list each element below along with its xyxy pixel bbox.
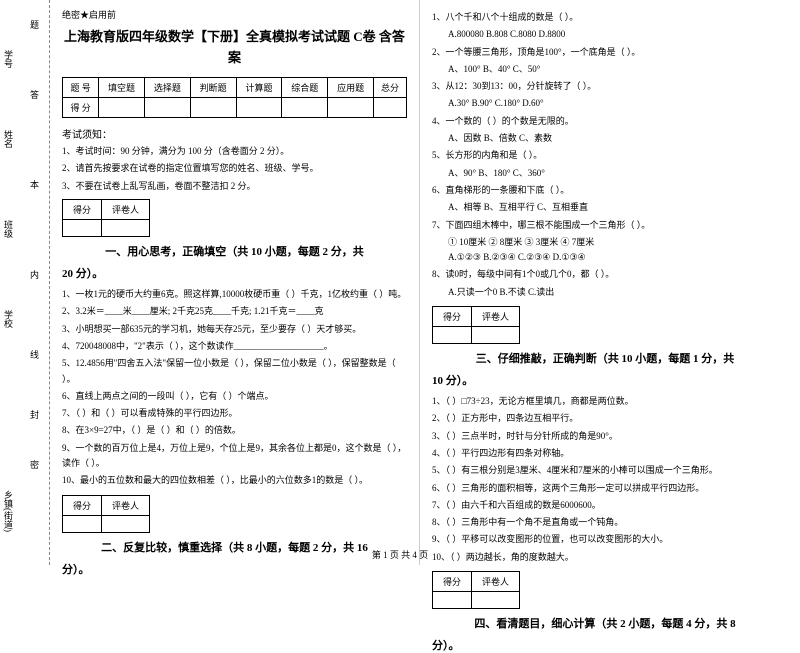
grader-name: 评卷人 bbox=[472, 572, 520, 592]
secret-label: 绝密★启用前 bbox=[62, 8, 407, 21]
notice-item: 2、请首先按要求在试卷的指定位置填写您的姓名、班级、学号。 bbox=[62, 162, 407, 176]
grader-box: 得分评卷人 bbox=[62, 199, 150, 237]
q: 6、（ ）三角形的面积相等，这两个三角形一定可以拼成平行四边形。 bbox=[432, 481, 778, 496]
q: 5、12.4856用"四舍五入法"保留一位小数是（ ），保留二位小数是（ ），保… bbox=[62, 356, 407, 387]
th: 应用题 bbox=[328, 77, 374, 97]
q: 9、一个数的百万位上是4，万位上是9，个位上是9，其余各位上都是0，这个数是（ … bbox=[62, 441, 407, 472]
grader-box: 得分评卷人 bbox=[432, 571, 520, 609]
section-3-header: 三、仔细推敲，正确判断（共 10 小题，每题 1 分，共 bbox=[432, 350, 778, 366]
grader-score: 得分 bbox=[433, 307, 472, 327]
opts: ① 10厘米 ② 8厘米 ③ 3厘米 ④ 7厘米 A.①②③ B.②③④ C.②… bbox=[448, 235, 778, 266]
grader-score: 得分 bbox=[63, 200, 102, 220]
th: 综合题 bbox=[282, 77, 328, 97]
notice-header: 考试须知： bbox=[62, 126, 407, 141]
field-name: 姓名 bbox=[2, 130, 15, 148]
cell bbox=[190, 97, 236, 117]
section-3-tail: 10 分）。 bbox=[432, 372, 778, 388]
cell bbox=[328, 97, 374, 117]
marker: 内 bbox=[28, 270, 41, 279]
field-school: 学校 bbox=[2, 310, 15, 328]
binding-margin: 题 学号 答 姓名 本 班级 内 学校 线 封 密 乡镇(街道) bbox=[0, 0, 50, 565]
q: 4、一个数的（ ）的个数是无限的。 bbox=[432, 114, 778, 129]
page-footer: 第 1 页 共 4 页 bbox=[0, 548, 800, 561]
left-column: 绝密★启用前 上海教育版四年级数学【下册】全真模拟考试试题 C卷 含答案 题 号… bbox=[50, 0, 420, 565]
field-town: 乡镇(街道) bbox=[2, 490, 15, 532]
grader-name: 评卷人 bbox=[102, 495, 150, 515]
right-column: 1、八个千和八个十组成的数是（ ）。 A.800080 B.808 C.8080… bbox=[420, 0, 790, 565]
opts: A、因数 B、倍数 C、素数 bbox=[448, 131, 778, 146]
q: 5、（ ）有三根分别是3厘米、4厘米和7厘米的小棒可以围成一个三角形。 bbox=[432, 463, 778, 478]
field-id: 学号 bbox=[2, 50, 15, 68]
q: 7、（ ）和（ ）可以看成特殊的平行四边形。 bbox=[62, 406, 407, 421]
exam-title: 上海教育版四年级数学【下册】全真模拟考试试题 C卷 含答案 bbox=[62, 27, 407, 69]
q: 9、（ ）平移可以改变图形的位置，也可以改变图形的大小。 bbox=[432, 532, 778, 547]
q: 2、（ ）正方形中，四条边互相平行。 bbox=[432, 411, 778, 426]
th: 题 号 bbox=[63, 77, 99, 97]
section-2-tail: 分）。 bbox=[62, 561, 407, 577]
row-label: 得 分 bbox=[63, 97, 99, 117]
th: 填空题 bbox=[99, 77, 145, 97]
th: 计算题 bbox=[236, 77, 282, 97]
grader-box: 得分评卷人 bbox=[432, 306, 520, 344]
marker: 封 bbox=[28, 410, 41, 419]
q: 7、（ ）由六千和六百组成的数是6000600。 bbox=[432, 498, 778, 513]
marker: 密 bbox=[28, 460, 41, 469]
opts: A.30° B.90° C.180° D.60° bbox=[448, 96, 778, 111]
opts: A.800080 B.808 C.8080 D.8800 bbox=[448, 27, 778, 42]
cell bbox=[144, 97, 190, 117]
section-1-tail: 20 分）。 bbox=[62, 265, 407, 281]
section-1-header: 一、用心思考，正确填空（共 10 小题，每题 2 分，共 bbox=[62, 243, 407, 259]
q: 8、在3×9=27中，（ ）是（ ）和（ ）的倍数。 bbox=[62, 423, 407, 438]
grader-score: 得分 bbox=[433, 572, 472, 592]
q: 4、720048008中，"2"表示（ ），这个数读作_____________… bbox=[62, 339, 407, 354]
q: 10、最小的五位数和最大的四位数相差（ ），比最小的六位数多1的数是（ ）。 bbox=[62, 473, 407, 488]
q: 1、（ ）□73÷23，无论方框里填几，商都是两位数。 bbox=[432, 394, 778, 409]
notice-item: 1、考试时间：90 分钟，满分为 100 分（含卷面分 2 分）。 bbox=[62, 145, 407, 159]
q: 2、3.2米＝____米____厘米; 2千克25克____千克; 1.21千克… bbox=[62, 304, 407, 319]
q: 8、读0时，每级中间有1个0或几个0，都（ ）。 bbox=[432, 267, 778, 282]
notice-item: 3、不要在试卷上乱写乱画，卷面不整洁扣 2 分。 bbox=[62, 180, 407, 194]
marker: 题 bbox=[28, 20, 41, 29]
grader-box: 得分评卷人 bbox=[62, 495, 150, 533]
q: 5、长方形的内角和是（ ）。 bbox=[432, 148, 778, 163]
q: 1、一枚1元的硬币大约重6克。照这样算,10000枚硬币重（ ）千克，1亿枚约重… bbox=[62, 287, 407, 302]
q: 6、直角梯形的一条腰和下底（ ）。 bbox=[432, 183, 778, 198]
marker: 线 bbox=[28, 350, 41, 359]
q: 3、小明想买一部635元的学习机，她每天存25元，至少要存（ ）天才够买。 bbox=[62, 322, 407, 337]
opts: A.只读一个0 B.不读 C.读出 bbox=[448, 285, 778, 300]
cell bbox=[374, 97, 407, 117]
q: 3、（ ）三点半时，时针与分针所成的角是90°。 bbox=[432, 429, 778, 444]
marker: 本 bbox=[28, 180, 41, 189]
q: 3、从12：30到13：00，分针旋转了（ ）。 bbox=[432, 79, 778, 94]
q: 8、（ ）三角形中有一个角不是直角或一个钝角。 bbox=[432, 515, 778, 530]
q: 7、下面四组木棒中，哪三根不能围成一个三角形（ ）。 bbox=[432, 218, 778, 233]
cell bbox=[236, 97, 282, 117]
th: 选择题 bbox=[144, 77, 190, 97]
th: 总分 bbox=[374, 77, 407, 97]
section-4-header: 四、看清题目，细心计算（共 2 小题，每题 4 分，共 8 bbox=[432, 615, 778, 631]
opts: A、100° B、40° C、50° bbox=[448, 62, 778, 77]
grader-score: 得分 bbox=[63, 495, 102, 515]
field-class: 班级 bbox=[2, 220, 15, 238]
grader-name: 评卷人 bbox=[472, 307, 520, 327]
q: 2、一个等腰三角形，顶角是100°，一个底角是（ ）。 bbox=[432, 45, 778, 60]
q: 6、直线上两点之间的一段叫（ ），它有（ ）个端点。 bbox=[62, 389, 407, 404]
cell bbox=[99, 97, 145, 117]
section-4-tail: 分）。 bbox=[432, 637, 778, 653]
grader-name: 评卷人 bbox=[102, 200, 150, 220]
score-table: 题 号 填空题 选择题 判断题 计算题 综合题 应用题 总分 得 分 bbox=[62, 77, 407, 118]
cell bbox=[282, 97, 328, 117]
marker: 答 bbox=[28, 90, 41, 99]
q: 1、八个千和八个十组成的数是（ ）。 bbox=[432, 10, 778, 25]
q: 4、（ ）平行四边形有四条对称轴。 bbox=[432, 446, 778, 461]
opts: A、90° B、180° C、360° bbox=[448, 166, 778, 181]
th: 判断题 bbox=[190, 77, 236, 97]
opts: A、相等 B、互相平行 C、互相垂直 bbox=[448, 200, 778, 215]
